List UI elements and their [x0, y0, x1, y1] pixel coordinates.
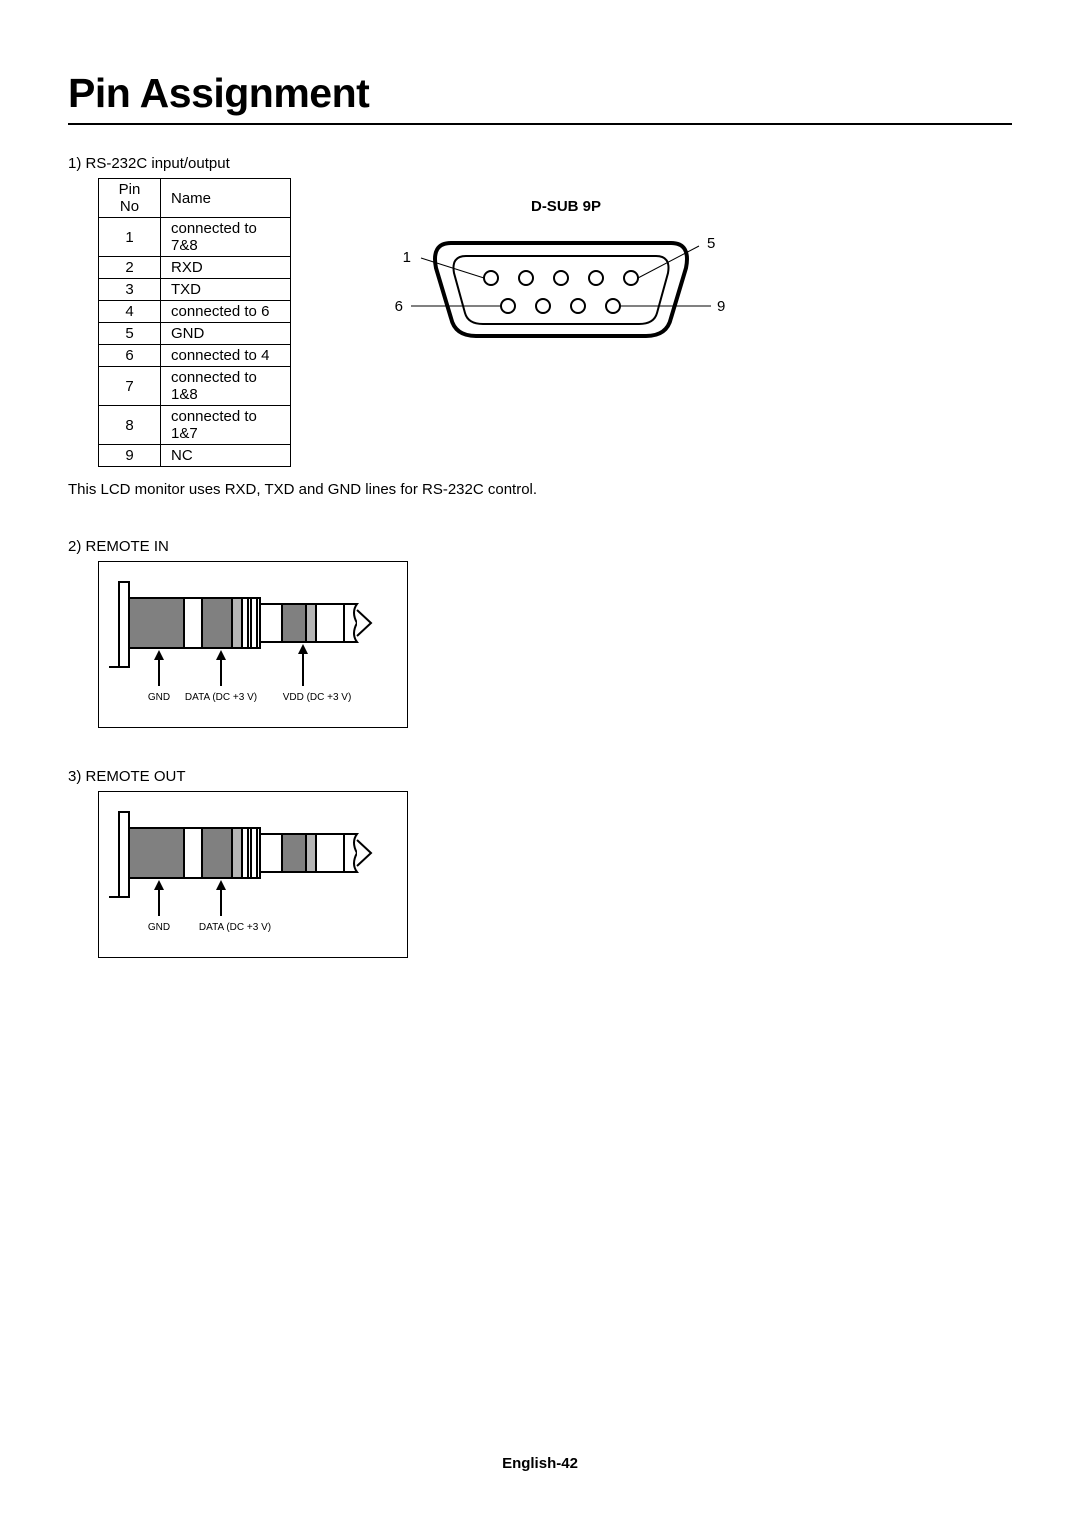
section3-label: 3) REMOTE OUT [68, 768, 1012, 785]
table-row: 8connected to 1&7 [99, 406, 291, 445]
page-footer: English-42 [0, 1455, 1080, 1472]
remote-in-diagram: GND DATA (DC +3 V) VDD (DC +3 V) [98, 561, 408, 728]
arrow-data [216, 880, 226, 916]
table-row: 2RXD [99, 257, 291, 279]
page-title: Pin Assignment [68, 70, 1012, 125]
section2-label: 2) REMOTE IN [68, 538, 1012, 555]
section1-note: This LCD monitor uses RXD, TXD and GND l… [68, 481, 1012, 498]
table-row: 7connected to 1&8 [99, 367, 291, 406]
table-row: 4connected to 6 [99, 301, 291, 323]
pin-label-5: 5 [707, 235, 715, 252]
section-rs232c: 1) RS-232C input/output Pin No Name 1con… [68, 155, 1012, 498]
section-remote-in: 2) REMOTE IN [68, 538, 1012, 728]
table-row: 3TXD [99, 279, 291, 301]
jack-label-gnd: GND [148, 692, 170, 703]
jack-label-data: DATA (DC +3 V) [185, 692, 257, 703]
jack-out-svg: GND DATA (DC +3 V) [99, 792, 409, 959]
table-row: 9NC [99, 445, 291, 467]
table-row: 6connected to 4 [99, 345, 291, 367]
jack-in-svg: GND DATA (DC +3 V) VDD (DC +3 V) [99, 562, 409, 729]
dsub-connector-diagram: D-SUB 9P [381, 198, 751, 398]
jack-label-data: DATA (DC +3 V) [199, 922, 271, 933]
remote-out-diagram: GND DATA (DC +3 V) [98, 791, 408, 958]
section1-label: 1) RS-232C input/output [68, 155, 1012, 172]
table-row: 5GND [99, 323, 291, 345]
table-header-pin: Pin No [99, 179, 161, 218]
arrow-gnd [154, 880, 164, 916]
pin-label-6: 6 [395, 298, 403, 315]
arrow-vdd [298, 644, 308, 686]
pin-label-9: 9 [717, 298, 725, 315]
pin-table: Pin No Name 1connected to 7&8 2RXD 3TXD … [98, 178, 291, 467]
arrow-data [216, 650, 226, 686]
pin-label-1: 1 [403, 249, 411, 266]
dsub-title: D-SUB 9P [381, 198, 751, 215]
table-row: 1connected to 7&8 [99, 218, 291, 257]
dsub-svg: 1 5 6 9 [381, 198, 751, 378]
table-header-name: Name [161, 179, 291, 218]
jack-label-vdd: VDD (DC +3 V) [283, 692, 352, 703]
section-remote-out: 3) REMOTE OUT [68, 768, 1012, 958]
arrow-gnd [154, 650, 164, 686]
jack-label-gnd: GND [148, 922, 170, 933]
